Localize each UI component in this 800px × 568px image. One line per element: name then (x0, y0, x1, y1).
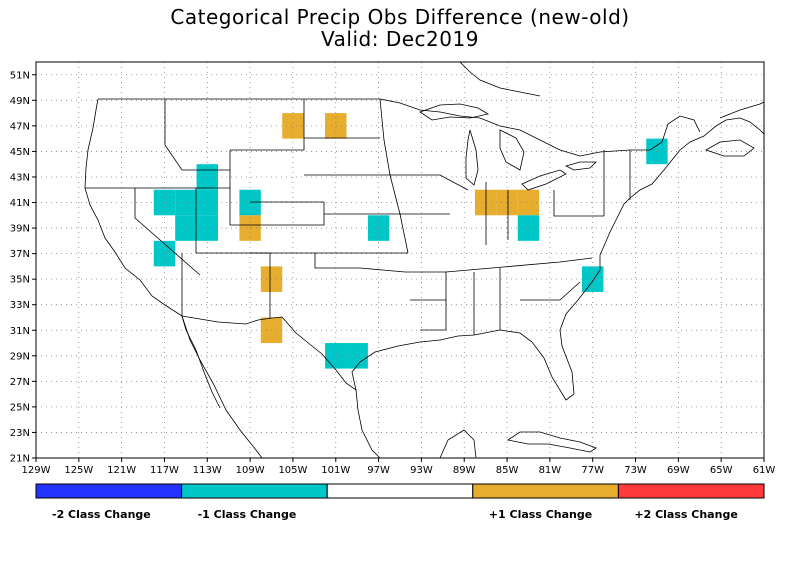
state-line (390, 174, 469, 191)
difference-cell (239, 215, 261, 241)
baja-peninsula (181, 315, 221, 409)
cuba (506, 431, 597, 453)
state-line (314, 253, 406, 273)
nova-scotia (705, 139, 755, 157)
difference-cell (282, 113, 304, 139)
lat-tick-label: 45N (10, 147, 30, 158)
difference-cell (196, 164, 218, 190)
lat-tick-label: 29N (10, 351, 30, 362)
lat-tick-label: 49N (10, 96, 30, 107)
lon-tick-label: 93W (410, 465, 433, 476)
lat-tick-label: 27N (10, 377, 30, 388)
lon-tick-label: 81W (539, 465, 562, 476)
lat-tick-label: 33N (10, 300, 30, 311)
lat-tick-label: 41N (10, 198, 30, 209)
state-line (230, 99, 305, 151)
lat-lon-grid (36, 62, 764, 458)
legend-label: -2 Class Change (52, 508, 151, 521)
hudson-bay-shore (459, 61, 541, 97)
lake-michigan (465, 129, 479, 186)
lat-tick-label: 43N (10, 172, 30, 183)
difference-cell (367, 215, 390, 241)
map-frame (36, 62, 764, 458)
legend-swatch (472, 483, 619, 499)
state-line (445, 257, 593, 273)
state-line (553, 190, 604, 217)
legend-label: +1 Class Change (488, 508, 593, 521)
gulf-mexico-coast (355, 389, 381, 459)
lat-tick-label: 25N (10, 402, 30, 413)
lat-tick-label: 39N (10, 224, 30, 235)
lake-huron (499, 129, 525, 171)
legend-swatch (181, 483, 328, 499)
lon-tick-label: 121W (107, 465, 136, 476)
lon-tick-label: 69W (667, 465, 690, 476)
legend-swatch (35, 483, 183, 499)
newfoundland-gulf (719, 101, 765, 119)
difference-cell (175, 189, 197, 216)
legend-swatch (617, 483, 765, 499)
lat-tick-label: 31N (10, 326, 30, 337)
lat-tick-label: 47N (10, 121, 30, 132)
lon-tick-label: 61W (753, 465, 776, 476)
lake-superior (419, 103, 490, 121)
lon-tick-label: 77W (581, 465, 604, 476)
lat-tick-label: 21N (10, 454, 30, 465)
subtitle-line: Valid: Dec2019 (321, 27, 479, 51)
state-line (379, 98, 401, 215)
legend-label: +2 Class Change (634, 508, 738, 521)
lake-erie (521, 169, 567, 191)
lat-tick-label: 23N (10, 428, 30, 439)
difference-cell (153, 240, 176, 267)
map-border (35, 61, 765, 459)
lon-tick-label: 97W (367, 465, 390, 476)
difference-cell (325, 343, 347, 369)
lon-tick-label: 85W (496, 465, 519, 476)
difference-cell (517, 189, 540, 216)
difference-cell (175, 215, 197, 241)
lat-tick-label: 37N (10, 249, 30, 260)
lon-tick-label: 129W (22, 465, 51, 476)
lake-ontario (564, 161, 597, 171)
state-line (134, 188, 201, 276)
lon-tick-label: 117W (150, 465, 179, 476)
difference-cell (517, 215, 540, 241)
northern-border (98, 98, 701, 157)
lon-tick-label: 89W (453, 465, 476, 476)
lon-tick-label: 109W (236, 465, 265, 476)
state-line (229, 150, 325, 226)
legend-swatch (326, 483, 474, 499)
state-line (520, 281, 581, 301)
lon-tick-label: 73W (624, 465, 647, 476)
lat-tick-label: 51N (10, 70, 30, 81)
lon-tick-label: 113W (193, 465, 222, 476)
lon-tick-label: 101W (321, 465, 350, 476)
difference-cell (325, 113, 347, 139)
title-line: Categorical Precip Obs Difference (new-o… (170, 5, 630, 29)
lon-tick-label: 65W (710, 465, 733, 476)
difference-cell (196, 215, 218, 241)
map-title: Categorical Precip Obs Difference (new-o… (0, 6, 800, 50)
lon-tick-label: 105W (278, 465, 307, 476)
legend-label: -1 Class Change (197, 508, 297, 521)
basemap-lines (84, 61, 765, 459)
lat-tick-label: 35N (10, 275, 30, 286)
axis-ticks: 129W 125W 121W 117W 113W 109W 105W 101W 97W 93W 89… (10, 70, 776, 476)
lon-tick-label: 125W (64, 465, 93, 476)
difference-cell (346, 343, 368, 369)
state-line (164, 99, 230, 171)
mexico-coast (181, 315, 263, 459)
color-legend (35, 483, 765, 499)
yucatan (439, 429, 477, 459)
